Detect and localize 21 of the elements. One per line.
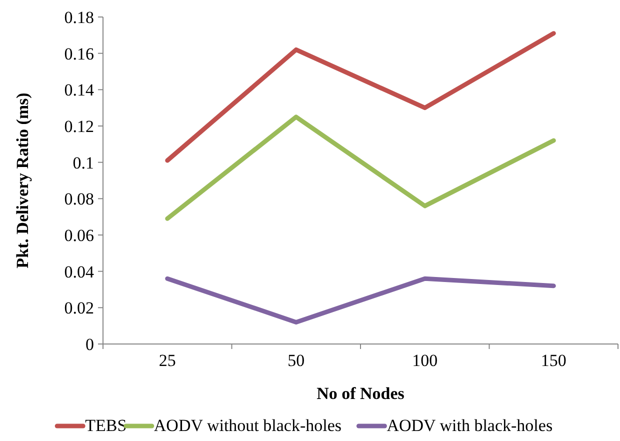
y-tick-label: 0.04 <box>64 262 94 282</box>
x-tick-label: 25 <box>158 351 176 370</box>
line-series <box>165 31 556 163</box>
legend-label: AODV with black-holes <box>386 416 553 435</box>
y-tick-label: 0.02 <box>64 298 94 318</box>
legend-label: TEBS <box>85 416 127 435</box>
line-series <box>165 114 556 221</box>
y-tick-label: 0.06 <box>64 226 94 245</box>
y-axis-title: Pkt. Delivery Ratio (ms) <box>13 92 32 268</box>
x-tick-label: 50 <box>288 351 305 370</box>
x-tick-label: 150 <box>540 351 566 370</box>
y-tick-label: 0.14 <box>64 80 94 100</box>
y-tick-label: 0.08 <box>64 190 94 209</box>
y-tick-label: 0.1 <box>72 153 94 172</box>
x-axis-title: No of Nodes <box>316 384 405 403</box>
y-tick-label: 0 <box>86 334 94 354</box>
y-tick-label: 0.16 <box>64 44 94 64</box>
y-tick-label: 0.12 <box>64 116 94 136</box>
y-tick-label: 0.18 <box>64 8 94 27</box>
x-tick-label: 100 <box>412 351 438 370</box>
legend-label: AODV without black-holes <box>154 416 342 435</box>
